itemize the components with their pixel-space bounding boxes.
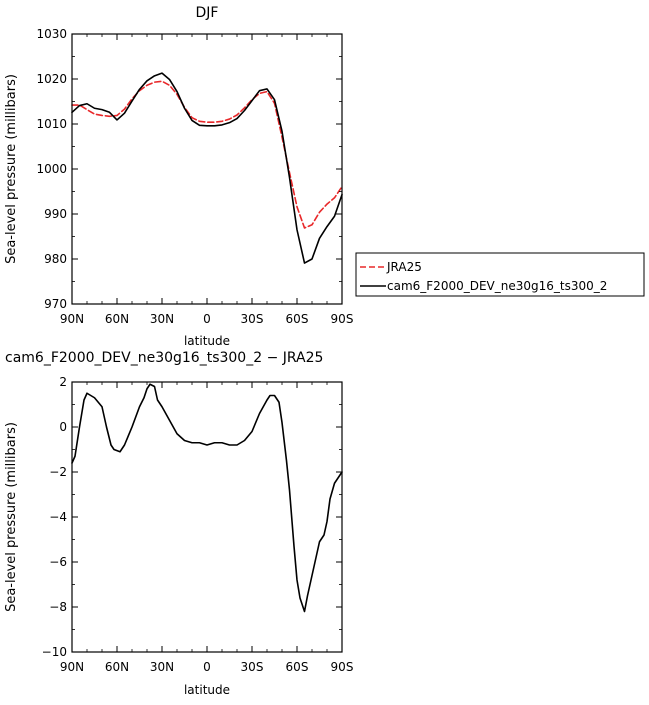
bottom-x-tick-label: 60N [105, 660, 129, 674]
top-y-tick-label: 1010 [36, 117, 67, 131]
bottom-x-tick-label: 30N [150, 660, 174, 674]
top-chart-title: DJF [196, 5, 219, 21]
bottom-y-axis-label: Sea-level pressure (millibars) [4, 422, 19, 612]
bottom-ticks-layer: 90N 60N 30N 0 30S 60S 90S −10 −8 −6 −4 −2 0 2 [42, 375, 354, 674]
bottom-panel: cam6_F2000_DEV_ne30g16_ts300_2 − JRA25 9… [4, 350, 353, 697]
legend-label-jra25: JRA25 [386, 260, 422, 274]
top-series-line-cam6-f2000-dev-ne30g16-ts300-2 [71, 72, 343, 264]
top-y-axis-label: Sea-level pressure (millibars) [4, 74, 19, 264]
bottom-plot-frame [71, 381, 343, 653]
bottom-chart-title: cam6_F2000_DEV_ne30g16_ts300_2 − JRA25 [5, 350, 323, 366]
top-x-tick-label: 30S [241, 312, 264, 326]
top-x-tick-label: 30N [150, 312, 174, 326]
top-y-tick-label: 970 [44, 297, 67, 311]
bottom-y-tick-label: −4 [49, 510, 67, 524]
bottom-y-tick-label: 2 [59, 375, 67, 389]
bottom-y-tick-label: −2 [49, 465, 67, 479]
bottom-x-tick-label: 30S [241, 660, 264, 674]
top-series-layer [71, 72, 343, 264]
bottom-x-tick-label: 90S [331, 660, 354, 674]
legend-box [355, 252, 645, 297]
legend-label-cam6: cam6_F2000_DEV_ne30g16_ts300_2 [387, 279, 607, 293]
bottom-series-layer [71, 383, 343, 613]
top-y-tick-label: 980 [44, 252, 67, 266]
top-x-tick-label: 60N [105, 312, 129, 326]
top-x-tick-label: 90S [331, 312, 354, 326]
legend: JRA25 cam6_F2000_DEV_ne30g16_ts300_2 [355, 252, 645, 297]
bottom-series-line-difference [71, 383, 343, 613]
top-x-tick-label: 0 [203, 312, 211, 326]
top-panel: DJF 90N 60N 30N 0 30S 60S 90S 970 980 990 1000 1010… [4, 5, 645, 348]
top-y-tick-label: 1020 [36, 72, 67, 86]
bottom-y-tick-label: −10 [42, 645, 67, 659]
top-plot-frame [71, 33, 343, 305]
bottom-y-tick-label: −6 [49, 555, 67, 569]
bottom-x-tick-label: 90N [60, 660, 84, 674]
bottom-x-axis-label: latitude [184, 683, 230, 697]
top-y-tick-label: 990 [44, 207, 67, 221]
bottom-x-tick-label: 0 [203, 660, 211, 674]
bottom-y-tick-label: −8 [49, 600, 67, 614]
top-x-tick-label: 90N [60, 312, 84, 326]
top-series-line-jra25 [71, 80, 343, 229]
bottom-y-tick-label: 0 [59, 420, 67, 434]
bottom-x-tick-label: 60S [286, 660, 309, 674]
top-y-tick-label: 1030 [36, 27, 67, 41]
top-x-tick-label: 60S [286, 312, 309, 326]
top-y-tick-label: 1000 [36, 162, 67, 176]
top-x-axis-label: latitude [184, 334, 230, 348]
top-ticks-layer: 90N 60N 30N 0 30S 60S 90S 970 980 990 1000 1010 1020… [36, 27, 353, 326]
